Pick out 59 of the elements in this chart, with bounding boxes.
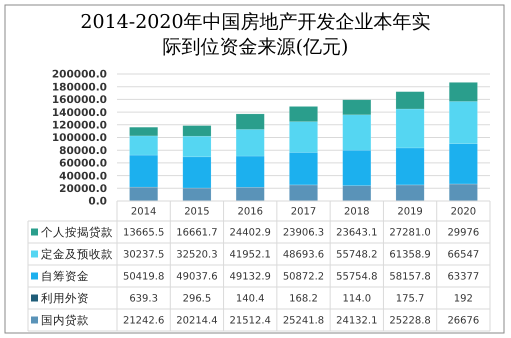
data-label: 29976 [447,228,480,238]
data-label: 30237.5 [122,250,164,260]
legend-label: 国内贷款 [41,313,89,328]
x-tick-label: 2018 [344,206,370,218]
data-label: 114.0 [342,294,372,304]
data-label: 41952.1 [230,250,271,260]
data-label: 48693.6 [282,250,324,260]
x-tick-label: 2015 [184,206,210,218]
data-label: 21512.4 [230,316,271,326]
data-label: 21242.6 [122,316,164,326]
data-label: 16661.7 [176,228,218,238]
data-label: 49037.6 [176,272,218,282]
legend-label: 利用外资 [41,291,89,306]
data-label: 296.5 [182,294,212,304]
y-tick-label: 40000.0 [59,170,107,182]
data-label: 32520.3 [176,250,218,260]
data-label: 49132.9 [230,272,271,282]
x-tick-label: 2017 [290,206,316,218]
y-tick-label: 120000.0 [52,119,107,132]
data-label: 66547 [447,250,480,260]
x-tick-label: 2014 [130,206,156,218]
y-tick-label: 160000.0 [52,94,107,106]
data-label: 26676 [447,316,480,326]
data-label: 13665.5 [122,228,164,238]
data-label: 23906.3 [282,228,324,238]
data-label: 50419.8 [122,272,164,282]
y-tick-label: 60000.0 [59,158,107,170]
data-label: 639.3 [129,294,158,304]
y-tick-label: 20000.0 [59,182,107,195]
data-label: 63377 [447,272,480,282]
legend-label: 定金及预收款 [41,247,113,262]
data-label: 61358.9 [389,250,431,260]
legend-label: 个人按揭贷款 [41,225,113,240]
data-label: 192 [454,294,473,304]
data-label: 58157.8 [389,272,431,282]
data-label: 175.7 [396,294,424,304]
chart-title: 2014-2020年中国房地产开发企业本年实际到位资金来源(亿元) [80,11,431,58]
data-label: 20214.4 [176,316,218,326]
data-label: 25241.8 [282,316,324,326]
data-label: 24402.9 [230,228,271,238]
y-tick-label: 180000.0 [52,81,107,94]
data-label: 27281.0 [389,228,431,238]
y-tick-label: 200000.0 [52,68,107,81]
data-label: 50872.2 [282,272,324,282]
y-tick-label: 0.0 [88,196,107,208]
x-tick-label: 2019 [397,206,423,218]
data-label: 55754.8 [336,272,378,282]
y-tick-label: 80000.0 [59,144,107,157]
x-tick-label: 2016 [237,206,263,218]
data-label: 25228.8 [389,316,431,326]
data-label: 24132.1 [336,316,378,326]
data-label: 55748.2 [336,250,378,260]
data-label: 168.2 [289,294,318,304]
data-label: 23643.1 [336,228,378,238]
legend-label: 自筹资金 [41,269,89,284]
y-tick-label: 140000.0 [52,106,107,119]
data-label: 140.4 [236,294,265,304]
y-tick-label: 100000.0 [52,132,107,144]
x-tick-label: 2020 [450,206,476,218]
